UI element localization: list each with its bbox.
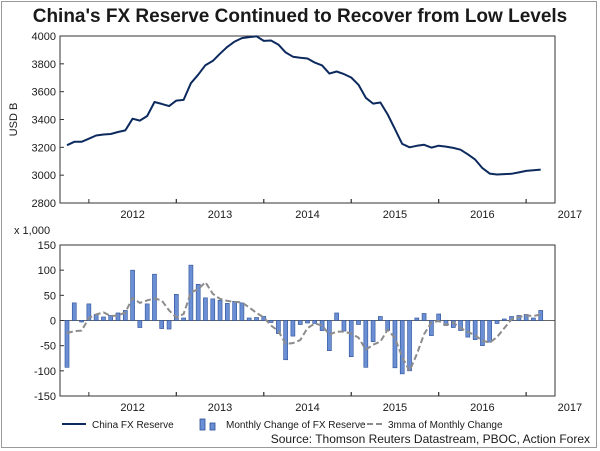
x-tick-label: 2017 xyxy=(558,402,582,414)
mma-line xyxy=(66,281,541,372)
monthly-change-bar xyxy=(239,302,245,321)
monthly-change-bar xyxy=(166,320,172,330)
x-tick-label: 2015 xyxy=(383,402,407,414)
monthly-change-bar xyxy=(494,320,500,324)
x-tick-label: 2016 xyxy=(470,209,494,221)
x-tick-label: 2012 xyxy=(120,402,144,414)
y-tick-label: 4000 xyxy=(32,31,56,43)
monthly-change-bar xyxy=(305,320,310,324)
y-tick-label: 0 xyxy=(50,316,56,328)
monthly-change-bar xyxy=(341,320,347,332)
monthly-change-bar xyxy=(487,320,492,343)
monthly-change-bar xyxy=(370,320,376,342)
monthly-change-bar xyxy=(64,320,70,368)
y-tick-label: -150 xyxy=(34,391,56,403)
monthly-change-bar xyxy=(210,298,216,321)
monthly-change-bar xyxy=(130,269,135,321)
monthly-change-bar xyxy=(334,312,339,321)
monthly-change-bar xyxy=(188,264,194,321)
monthly-change-bar xyxy=(217,300,223,321)
monthly-change-bar xyxy=(232,301,237,321)
y-tick-label: 3000 xyxy=(32,170,56,182)
y-tick-label: 100 xyxy=(38,265,56,277)
y-tick-label: 3200 xyxy=(32,142,56,154)
y-tick-label: 2800 xyxy=(32,198,56,210)
x-tick-label: 2012 xyxy=(120,209,144,221)
legend-bar-label: Monthly Change of FX Reserve xyxy=(226,420,366,431)
monthly-change-bar xyxy=(246,317,252,321)
monthly-change-bar xyxy=(436,313,441,321)
monthly-change-bar xyxy=(421,313,427,321)
legend: China FX Reserve Monthly Change of FX Re… xyxy=(62,418,503,431)
x-tick-label: 2013 xyxy=(208,209,232,221)
x-tick-label: 2014 xyxy=(295,402,319,414)
monthly-change-bar xyxy=(472,320,478,340)
legend-bar-swatch-tall xyxy=(199,418,206,431)
monthly-change-bar xyxy=(465,320,471,338)
legend-line-label: China FX Reserve xyxy=(92,420,174,431)
monthly-change-bar xyxy=(101,316,106,321)
y-tick-label: 3800 xyxy=(32,59,56,71)
y-tick-label: -100 xyxy=(34,366,56,378)
monthly-change-bar xyxy=(407,320,412,372)
monthly-change-bar xyxy=(108,315,114,321)
monthly-change-bar xyxy=(79,320,84,323)
y-axis-label: x 1,000 xyxy=(14,225,50,237)
monthly-change-bar xyxy=(290,320,296,337)
legend-bar-swatch-short xyxy=(209,422,216,431)
monthly-change-bar xyxy=(501,318,507,321)
monthly-change-bar xyxy=(348,320,354,358)
top-panel: 2800 3000 3200 3400 3600 3800 4000 2012 2013 2014… xyxy=(8,31,582,221)
monthly-change-bar xyxy=(144,303,150,321)
y-tick-label: 150 xyxy=(38,240,56,252)
monthly-change-bar xyxy=(378,316,383,321)
monthly-change-bar xyxy=(414,317,420,321)
monthly-change-bar xyxy=(399,320,405,375)
monthly-change-bar xyxy=(429,320,434,336)
legend-mma-label: 3mma of Monthly Change xyxy=(388,420,503,431)
bottom-panel: -150 -100 -50 0 50 100 150 2012 2013 2014 2015 2016… xyxy=(14,225,582,414)
fx-reserve-line xyxy=(66,35,541,176)
monthly-change-bar xyxy=(203,297,208,321)
monthly-change-bar xyxy=(137,320,143,328)
monthly-change-bar xyxy=(312,320,318,324)
monthly-change-bar xyxy=(174,294,179,321)
monthly-change-bar xyxy=(268,320,274,323)
monthly-change-bar xyxy=(115,312,121,321)
y-tick-label: 3600 xyxy=(32,87,56,99)
monthly-change-bar xyxy=(181,317,186,321)
chart-title: China's FX Reserve Continued to Recover … xyxy=(32,6,568,27)
monthly-change-bar xyxy=(123,310,128,321)
monthly-change-bar xyxy=(297,320,303,325)
monthly-change-bar xyxy=(276,320,281,334)
monthly-change-bar xyxy=(531,317,536,321)
monthly-change-bar xyxy=(458,320,463,331)
x-tick-label: 2014 xyxy=(295,209,319,221)
monthly-change-bar xyxy=(71,302,77,321)
y-tick-label: 3400 xyxy=(32,115,56,127)
monthly-change-bar xyxy=(224,303,230,321)
y-tick-label: 50 xyxy=(44,290,56,302)
y-axis-label: USD B xyxy=(8,103,20,137)
x-tick-label: 2015 xyxy=(383,209,407,221)
monthly-change-bar xyxy=(480,320,485,346)
x-tick-label: 2016 xyxy=(470,402,494,414)
y-tick-label: -50 xyxy=(40,341,56,353)
monthly-change-bar xyxy=(523,314,529,321)
monthly-change-bar xyxy=(195,283,201,321)
x-tick-label: 2013 xyxy=(208,402,232,414)
monthly-change-bar xyxy=(254,317,259,321)
monthly-change-bar xyxy=(327,320,332,352)
monthly-change-bar xyxy=(152,273,157,321)
monthly-change-bar xyxy=(159,320,165,329)
source-note: Source: Thomson Reuters Datastream, PBOC… xyxy=(270,432,590,446)
monthly-change-bar xyxy=(356,320,361,325)
monthly-change-bar xyxy=(86,303,92,321)
x-tick-label: 2017 xyxy=(558,209,582,221)
monthly-change-bar xyxy=(363,320,369,368)
